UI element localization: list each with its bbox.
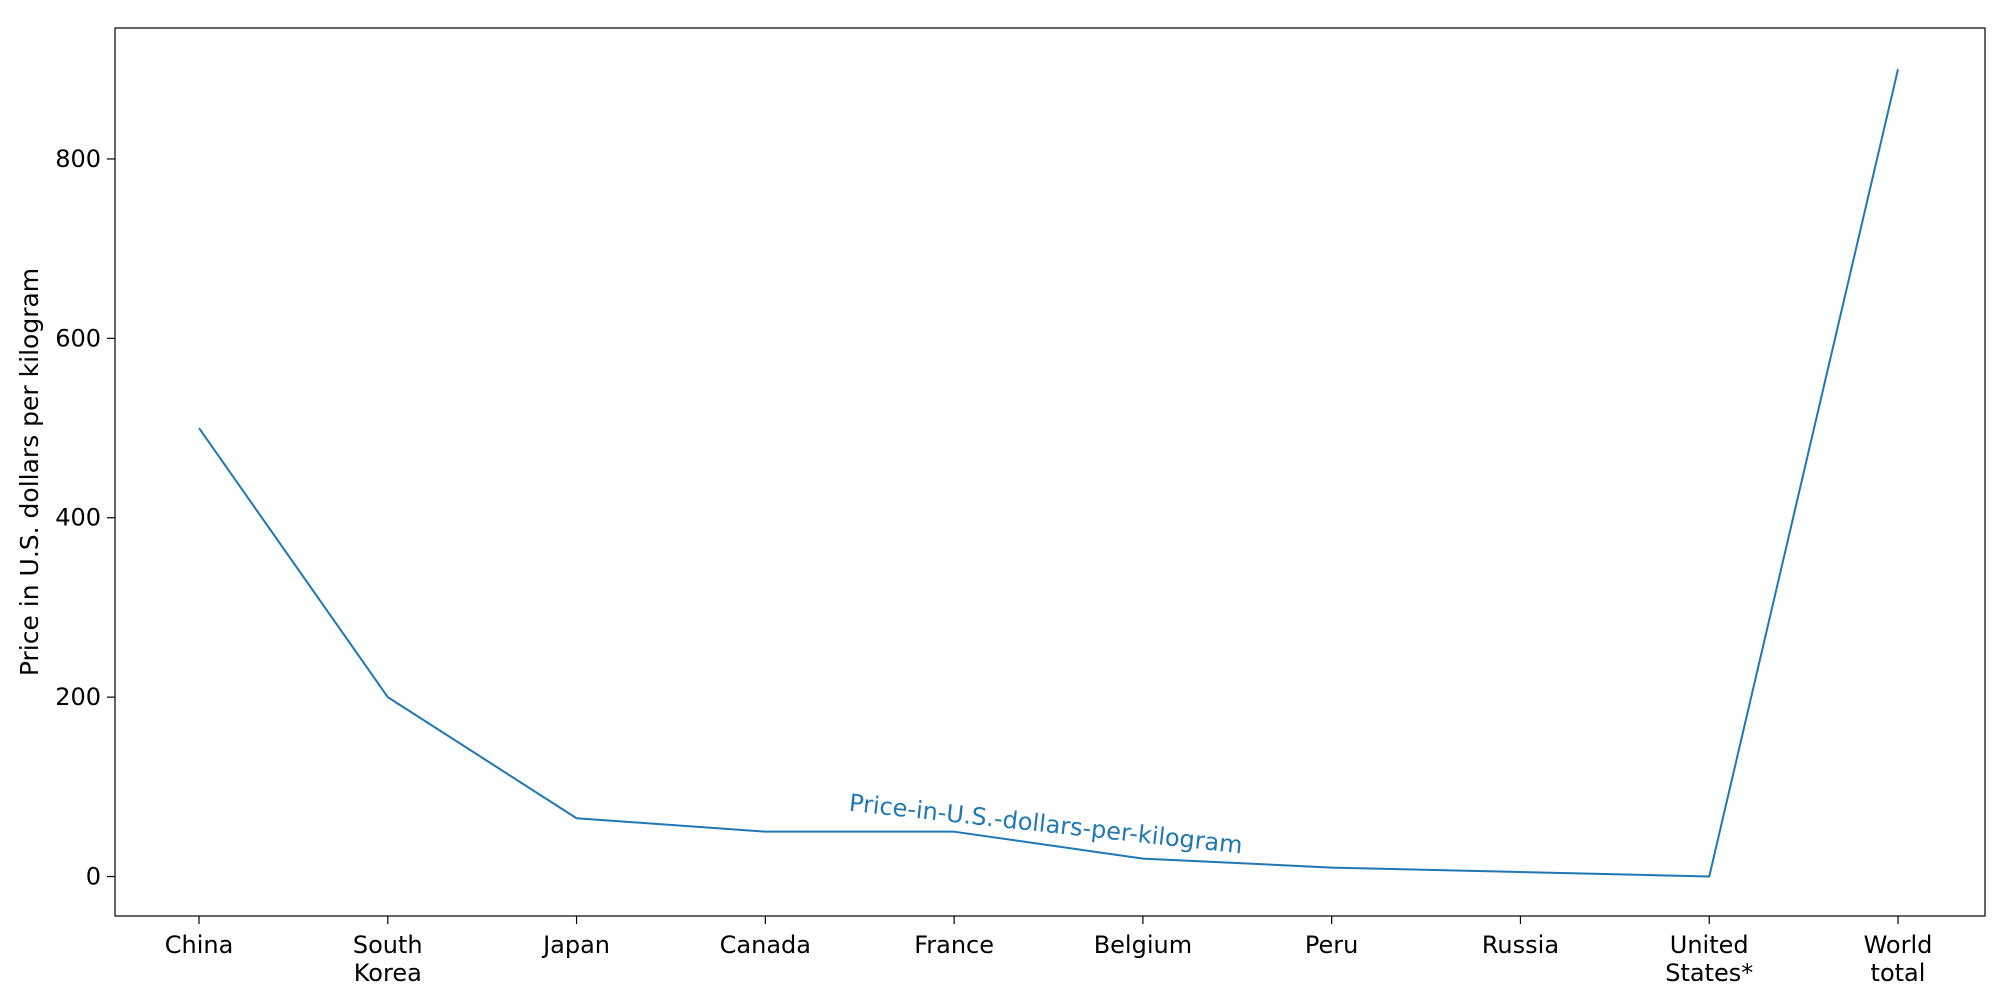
x-tick-label: Russia — [1482, 931, 1559, 959]
y-tick-label: 400 — [55, 504, 101, 532]
plot-frame — [114, 27, 1986, 917]
x-tick-label: United States* — [1665, 931, 1753, 987]
x-tick-label: Belgium — [1094, 931, 1192, 959]
series-layer: Price-in-U.S.-dollars-per-kilogram — [198, 69, 1899, 878]
y-tick-label: 600 — [55, 324, 101, 352]
series-line — [198, 69, 1899, 878]
plot-area — [114, 27, 1986, 917]
x-tick-label: Japan — [541, 931, 610, 959]
y-tick-label: 200 — [55, 683, 101, 711]
y-axis: 0 200 400 600 800 — [55, 145, 115, 891]
x-tick-label: China — [165, 931, 234, 959]
x-tick-label: Canada — [720, 931, 811, 959]
x-tick-label: France — [914, 931, 994, 959]
x-tick-label: Peru — [1305, 931, 1358, 959]
x-axis: China South Korea Japan Canada France Belgium P… — [165, 916, 1933, 987]
y-tick-label: 0 — [86, 863, 101, 891]
y-axis-label: Price in U.S. dollars per kilogram — [15, 268, 44, 676]
inline-series-label: Price-in-U.S.-dollars-per-kilogram — [848, 789, 1244, 860]
x-tick-label: World total — [1864, 931, 1933, 987]
x-tick-label: South Korea — [353, 931, 423, 987]
y-tick-label: 800 — [55, 145, 101, 173]
